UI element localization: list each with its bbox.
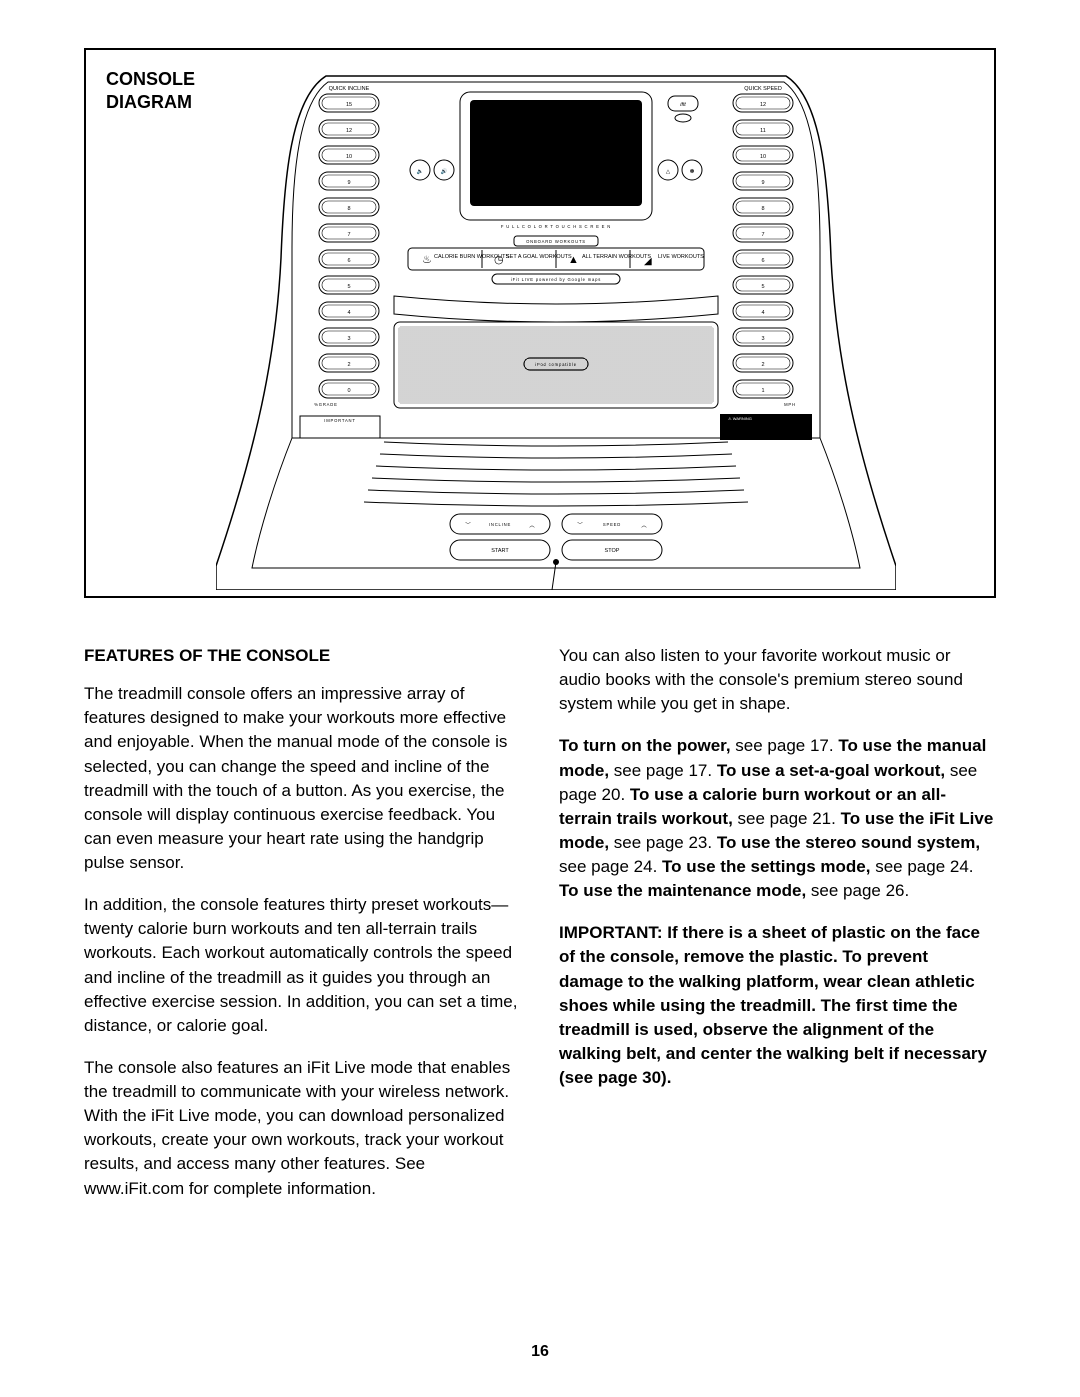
quick-button-label: 7 [347,232,350,238]
page-number: 16 [0,1343,1080,1361]
vol-down-icon[interactable]: 🔈 [417,169,424,175]
quick-button-label: 2 [347,362,350,368]
incline-unit: %GRADE [314,402,337,407]
svg-text:ALL TERRAIN WORKOUTS: ALL TERRAIN WORKOUTS [582,254,651,260]
quick-button-label: 4 [347,310,350,316]
flag-icon: ◢ [644,256,652,267]
quick-button-label: 3 [347,336,350,342]
quick-button-label: 6 [761,258,764,264]
ifit-badge: ifit [680,102,686,108]
diagram-title-l2: DIAGRAM [106,92,192,112]
quick-button-label: 9 [761,180,764,186]
speed-unit: MPH [784,402,796,407]
left-column: FEATURES OF THE CONSOLE The treadmill co… [84,644,521,1219]
quick-button-label: 15 [346,102,352,108]
screen-caption: F U L L C O L O R T O U C H S C R E E N [501,224,611,229]
fan-b-icon[interactable]: ✽ [690,168,695,175]
diagram-title: CONSOLE DIAGRAM [106,68,195,113]
speed-header: QUICK SPEED [744,86,782,92]
quick-button-label: 5 [347,284,350,290]
quick-button-label: 10 [760,154,766,160]
incline-label: INCLINE [489,522,511,527]
left-p2: In addition, the console features thirty… [84,893,521,1038]
quick-button-label: 12 [760,102,766,108]
quick-button-label: 2 [761,362,764,368]
right-column: You can also listen to your favorite wor… [559,644,996,1219]
quick-button-label: 8 [761,206,764,212]
quick-button-label: 6 [347,258,350,264]
left-p1: The treadmill console offers an impressi… [84,682,521,875]
speed-up-icon[interactable]: ︿ [641,523,647,529]
vol-up-icon[interactable]: 🔊 [441,167,448,175]
quick-button-label: 0 [347,388,350,394]
quick-button-label: 3 [761,336,764,342]
right-refs: To turn on the power, see page 17. To us… [559,734,996,903]
clock-icon: ◷ [494,254,504,266]
svg-text:LIVE WORKOUTS: LIVE WORKOUTS [658,254,704,260]
ipod-label: iPod compatible [535,362,577,367]
right-p1: You can also listen to your favorite wor… [559,644,996,716]
svg-text:SET A GOAL WORKOUTS: SET A GOAL WORKOUTS [506,254,572,260]
quick-button-label: 10 [346,154,352,160]
speed-label: SPEED [603,522,621,527]
quick-button-label: 5 [761,284,764,290]
terrain-icon: ▲ [568,254,579,266]
vent-ridges [364,442,748,506]
flame-icon: ♨ [422,254,432,266]
quick-button-label: 7 [761,232,764,238]
speed-down-icon[interactable]: ﹀ [577,522,583,529]
warning-label: ⚠ WARNING [728,416,752,421]
onboard-row: ♨ CALORIE BURN WORKOUTS ◷ SET A GOAL WOR… [422,250,704,268]
quick-button-label: 4 [761,310,764,316]
important-label: IMPORTANT [324,418,355,423]
console-illustration: QUICK INCLINE QUICK SPEED 15121098765432… [216,58,896,590]
maps-label: iFit LIVE powered by Google maps [511,277,601,282]
left-p3: The console also features an iFit Live m… [84,1056,521,1201]
quick-button-label: 8 [347,206,350,212]
quick-button-label: 12 [346,128,352,134]
features-heading: FEATURES OF THE CONSOLE [84,644,521,668]
stop-button[interactable]: STOP [605,548,620,554]
quick-button-label: 11 [760,128,766,134]
incline-down-icon[interactable]: ﹀ [465,522,471,529]
onboard-label: ONBOARD WORKOUTS [526,239,586,244]
quick-button-label: 1 [761,388,764,394]
incline-up-icon[interactable]: ︿ [529,523,535,529]
console-diagram-frame: CONSOLE DIAGRAM QUICK INCLINE [84,48,996,598]
start-button[interactable]: START [491,548,509,554]
quick-button-label: 9 [347,180,350,186]
diagram-title-l1: CONSOLE [106,69,195,89]
incline-header: QUICK INCLINE [329,86,370,92]
right-important: IMPORTANT: If there is a sheet of plasti… [559,921,996,1090]
